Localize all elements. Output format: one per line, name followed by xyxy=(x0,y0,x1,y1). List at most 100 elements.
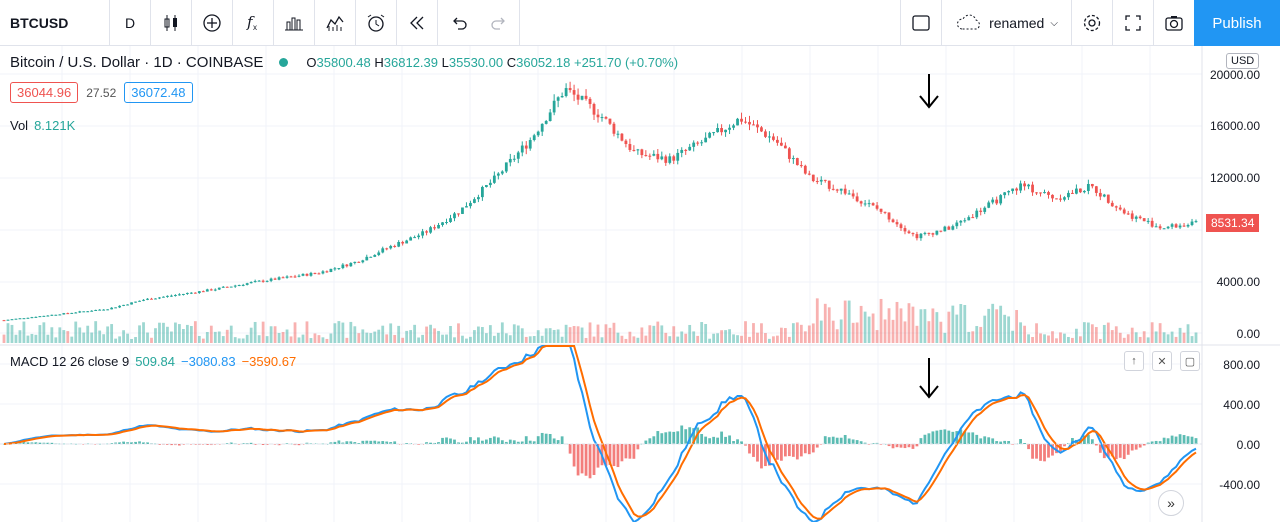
camera-icon[interactable] xyxy=(1153,0,1194,46)
volume-bar xyxy=(1075,328,1078,343)
price-tick: 12000.00 xyxy=(1209,171,1260,185)
candle-body xyxy=(305,273,309,276)
candle-body xyxy=(668,156,672,163)
histogram-bar xyxy=(492,436,496,444)
candle-body xyxy=(508,158,512,163)
histogram-bar xyxy=(1007,441,1011,444)
move-up-icon[interactable]: ↑ xyxy=(1124,351,1144,371)
candle-body xyxy=(381,248,385,253)
histogram-bar xyxy=(305,442,309,444)
volume-bar xyxy=(233,337,237,343)
candle-body xyxy=(584,95,588,99)
macd-legend[interactable]: MACD 12 26 close 9 509.84 −3080.83 −3590… xyxy=(10,354,296,369)
volume-bar xyxy=(1138,336,1142,343)
histogram-bar xyxy=(425,442,428,444)
candle-body xyxy=(624,140,628,145)
arrow-annotation[interactable] xyxy=(919,74,939,109)
candle-body xyxy=(512,158,516,160)
volume-bar xyxy=(38,325,42,343)
alarm-icon[interactable] xyxy=(356,0,397,46)
maximize-icon[interactable]: ▢ xyxy=(1180,351,1200,371)
volume-bar xyxy=(94,321,98,343)
close-icon[interactable]: ✕ xyxy=(1152,351,1172,371)
candle-body xyxy=(1071,192,1074,194)
histogram-bar xyxy=(863,442,867,444)
histogram-bar xyxy=(859,441,863,444)
add-circle-icon[interactable] xyxy=(192,0,233,46)
histogram-bar xyxy=(429,442,432,444)
cloud-icon xyxy=(957,14,980,30)
replay-icon[interactable] xyxy=(397,0,438,46)
candle-body xyxy=(736,118,739,126)
volume-bar xyxy=(724,330,727,343)
currency-label[interactable]: USD xyxy=(1226,53,1260,69)
redo-icon[interactable] xyxy=(479,0,520,46)
layout-name: renamed xyxy=(989,15,1045,31)
histogram-bar xyxy=(46,442,50,444)
candle-body xyxy=(237,284,241,286)
candle-body xyxy=(863,203,867,205)
candle-body xyxy=(660,156,664,160)
histogram-bar xyxy=(213,444,217,445)
scroll-to-realtime-icon[interactable]: » xyxy=(1158,490,1184,516)
square-icon[interactable] xyxy=(900,0,941,46)
volume-bar xyxy=(660,325,664,343)
arrow-annotation[interactable] xyxy=(919,358,939,399)
fullscreen-icon[interactable] xyxy=(1112,0,1153,46)
volume-bar xyxy=(827,307,831,343)
price-chart[interactable] xyxy=(0,46,1280,522)
volume-legend[interactable]: Vol 8.121K xyxy=(10,118,75,133)
volume-bar xyxy=(636,337,640,343)
volume-bar xyxy=(118,336,122,343)
indicator-icon[interactable] xyxy=(315,0,356,46)
volume-bar xyxy=(106,326,110,343)
volume-bar xyxy=(496,332,500,343)
candle-body xyxy=(197,291,201,294)
histogram-bar xyxy=(98,443,102,445)
sell-price-button[interactable]: 36044.96 xyxy=(10,82,79,103)
histogram-bar xyxy=(823,436,827,444)
candle-body xyxy=(1150,220,1154,227)
layout-button[interactable]: renamed ⌵ xyxy=(941,0,1071,46)
histogram-bar xyxy=(640,443,644,445)
interval-button[interactable]: D xyxy=(110,0,151,46)
volume-bar xyxy=(867,316,871,343)
histogram-bar xyxy=(118,442,122,444)
candle-body xyxy=(46,315,50,317)
candle-body xyxy=(1138,216,1142,219)
undo-icon[interactable] xyxy=(438,0,479,46)
histogram-bar xyxy=(1051,444,1054,456)
histogram-bar xyxy=(381,441,385,444)
volume-bar xyxy=(457,323,460,343)
candle-body xyxy=(110,307,114,310)
candle-body xyxy=(461,207,464,214)
volume-bar xyxy=(349,321,353,343)
buy-price-button[interactable]: 36072.48 xyxy=(124,82,193,103)
volume-bar xyxy=(285,329,289,343)
candle-body xyxy=(42,315,46,317)
histogram-bar xyxy=(357,443,361,444)
candle-body xyxy=(62,313,66,315)
volume-bar xyxy=(588,322,592,343)
volume-bar xyxy=(484,333,488,343)
bar-chart-icon[interactable] xyxy=(274,0,315,46)
symbol-button[interactable]: BTCUSD xyxy=(0,0,110,46)
histogram-bar xyxy=(672,431,676,444)
histogram-bar xyxy=(732,441,735,444)
publish-button[interactable]: Publish xyxy=(1194,0,1280,46)
symbol-legend[interactable]: Bitcoin / U.S. Dollar · 1D · COINBASE O3… xyxy=(10,54,678,71)
candle-body xyxy=(325,271,329,273)
candle-body xyxy=(293,276,297,278)
volume-bar xyxy=(528,336,532,343)
gear-icon[interactable] xyxy=(1071,0,1112,46)
candle-body xyxy=(835,189,839,191)
histogram-bar xyxy=(26,442,30,444)
candle-body xyxy=(249,282,253,284)
candles-icon[interactable] xyxy=(151,0,192,46)
histogram-bar xyxy=(895,444,899,448)
volume-bar xyxy=(895,301,899,343)
candle-body xyxy=(1186,224,1190,227)
candle-body xyxy=(484,185,488,187)
volume-bar xyxy=(740,335,743,343)
